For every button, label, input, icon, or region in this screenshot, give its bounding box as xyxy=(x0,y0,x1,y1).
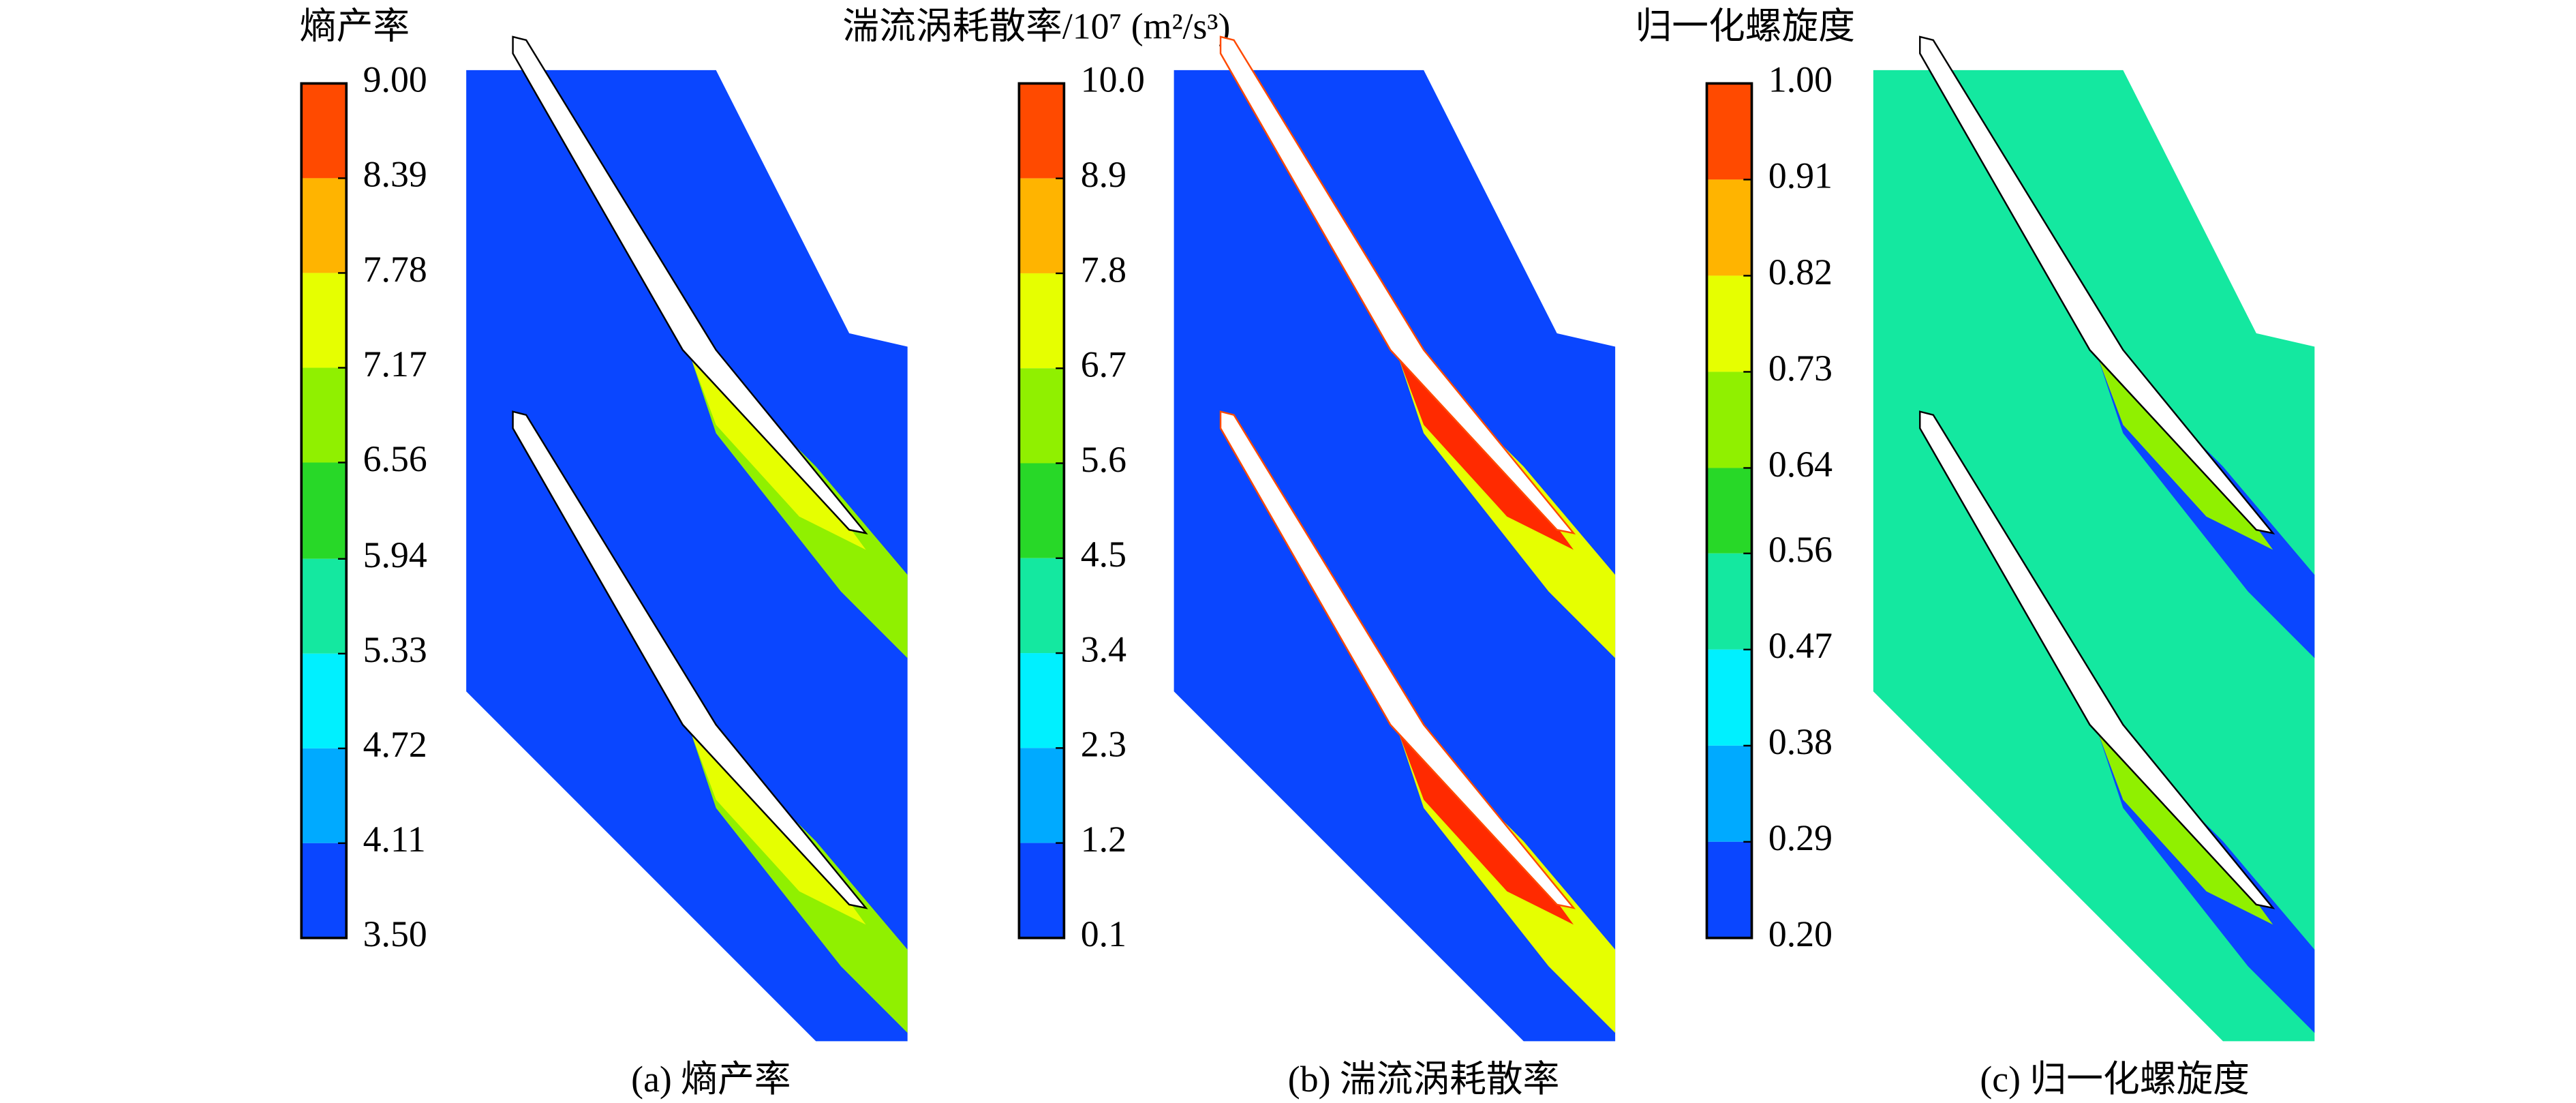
blade xyxy=(1219,410,1576,909)
tick-label: 0.91 xyxy=(1768,155,1833,196)
color-band xyxy=(1019,273,1064,369)
tick-label: 0.82 xyxy=(1768,252,1833,292)
color-band xyxy=(1019,368,1064,464)
tick-label: 0.1 xyxy=(1081,913,1126,954)
color-band xyxy=(1019,653,1064,749)
colorbar-frame xyxy=(1017,82,1066,939)
tick-label: 4.11 xyxy=(363,819,426,860)
color-band xyxy=(301,558,347,654)
tick-label: 7.8 xyxy=(1081,249,1126,290)
tick-label: 5.33 xyxy=(363,629,427,670)
tick-label: 1.00 xyxy=(1768,59,1833,100)
color-band xyxy=(1706,745,1752,842)
tick-label: 5.94 xyxy=(363,534,427,575)
tick-label: 4.72 xyxy=(363,724,427,765)
color-band xyxy=(1706,275,1752,372)
tick-label: 10.0 xyxy=(1081,59,1145,100)
contour-field xyxy=(466,35,908,1042)
blade xyxy=(1219,35,1576,534)
color-band xyxy=(1019,748,1064,843)
color-band xyxy=(1019,843,1064,938)
blade xyxy=(1919,410,2275,909)
contour-field xyxy=(1873,35,2315,1042)
color-band xyxy=(301,367,347,463)
tick-label: 3.4 xyxy=(1081,629,1126,669)
color-band xyxy=(1019,463,1064,558)
color-band xyxy=(1019,83,1064,179)
tick-label: 0.64 xyxy=(1768,444,1833,485)
color-band xyxy=(301,748,347,843)
caption: (a) 熵产率 xyxy=(631,1059,791,1100)
color-band xyxy=(1706,649,1752,746)
tick-label: 8.39 xyxy=(363,154,427,195)
blade xyxy=(1919,35,2275,534)
tick-label: 2.3 xyxy=(1081,724,1126,765)
tick-label: 0.47 xyxy=(1768,625,1833,666)
colorbar-title: 熵产率 xyxy=(300,6,410,47)
colorbar-frame xyxy=(1705,82,1753,939)
tick-label: 0.20 xyxy=(1768,913,1833,954)
blade xyxy=(512,35,868,534)
color-band xyxy=(301,178,347,273)
tick-label: 0.29 xyxy=(1768,817,1833,858)
color-band xyxy=(301,83,347,179)
color-band xyxy=(301,843,347,938)
tick-label: 8.9 xyxy=(1081,154,1126,195)
color-band xyxy=(1019,558,1064,654)
tick-label: 1.2 xyxy=(1081,819,1126,860)
color-band xyxy=(301,462,347,559)
color-band xyxy=(301,653,347,749)
domain xyxy=(1873,70,2315,1042)
tick-label: 0.38 xyxy=(1768,721,1833,762)
color-band xyxy=(1706,841,1752,938)
tick-label: 3.50 xyxy=(363,913,427,954)
caption: (b) 湍流涡耗散率 xyxy=(1288,1059,1560,1100)
tick-label: 7.78 xyxy=(363,249,427,290)
domain xyxy=(466,70,908,1042)
tick-label: 4.5 xyxy=(1081,534,1126,575)
tick-label: 0.73 xyxy=(1768,348,1833,389)
caption: (c) 归一化螺旋度 xyxy=(1980,1059,2250,1100)
color-band xyxy=(1706,553,1752,650)
colorbar-title: 湍流涡耗散率/10⁷ (m²/s³) xyxy=(842,6,1230,47)
color-band xyxy=(1019,178,1064,273)
color-band xyxy=(1706,83,1752,180)
contour-field xyxy=(1174,35,1616,1042)
color-band xyxy=(301,273,347,368)
colorbar-frame xyxy=(300,82,348,939)
tick-label: 6.7 xyxy=(1081,344,1126,385)
tick-label: 5.6 xyxy=(1081,439,1126,480)
color-band xyxy=(1706,179,1752,276)
tick-label: 6.56 xyxy=(363,438,427,479)
color-band xyxy=(1706,468,1752,554)
color-band xyxy=(1706,372,1752,468)
domain xyxy=(1174,70,1616,1042)
tick-label: 0.56 xyxy=(1768,529,1833,570)
tick-label: 9.00 xyxy=(363,59,427,100)
tick-label: 7.17 xyxy=(363,344,427,384)
colorbar-title: 归一化螺旋度 xyxy=(1635,6,1855,47)
blade xyxy=(512,410,868,909)
